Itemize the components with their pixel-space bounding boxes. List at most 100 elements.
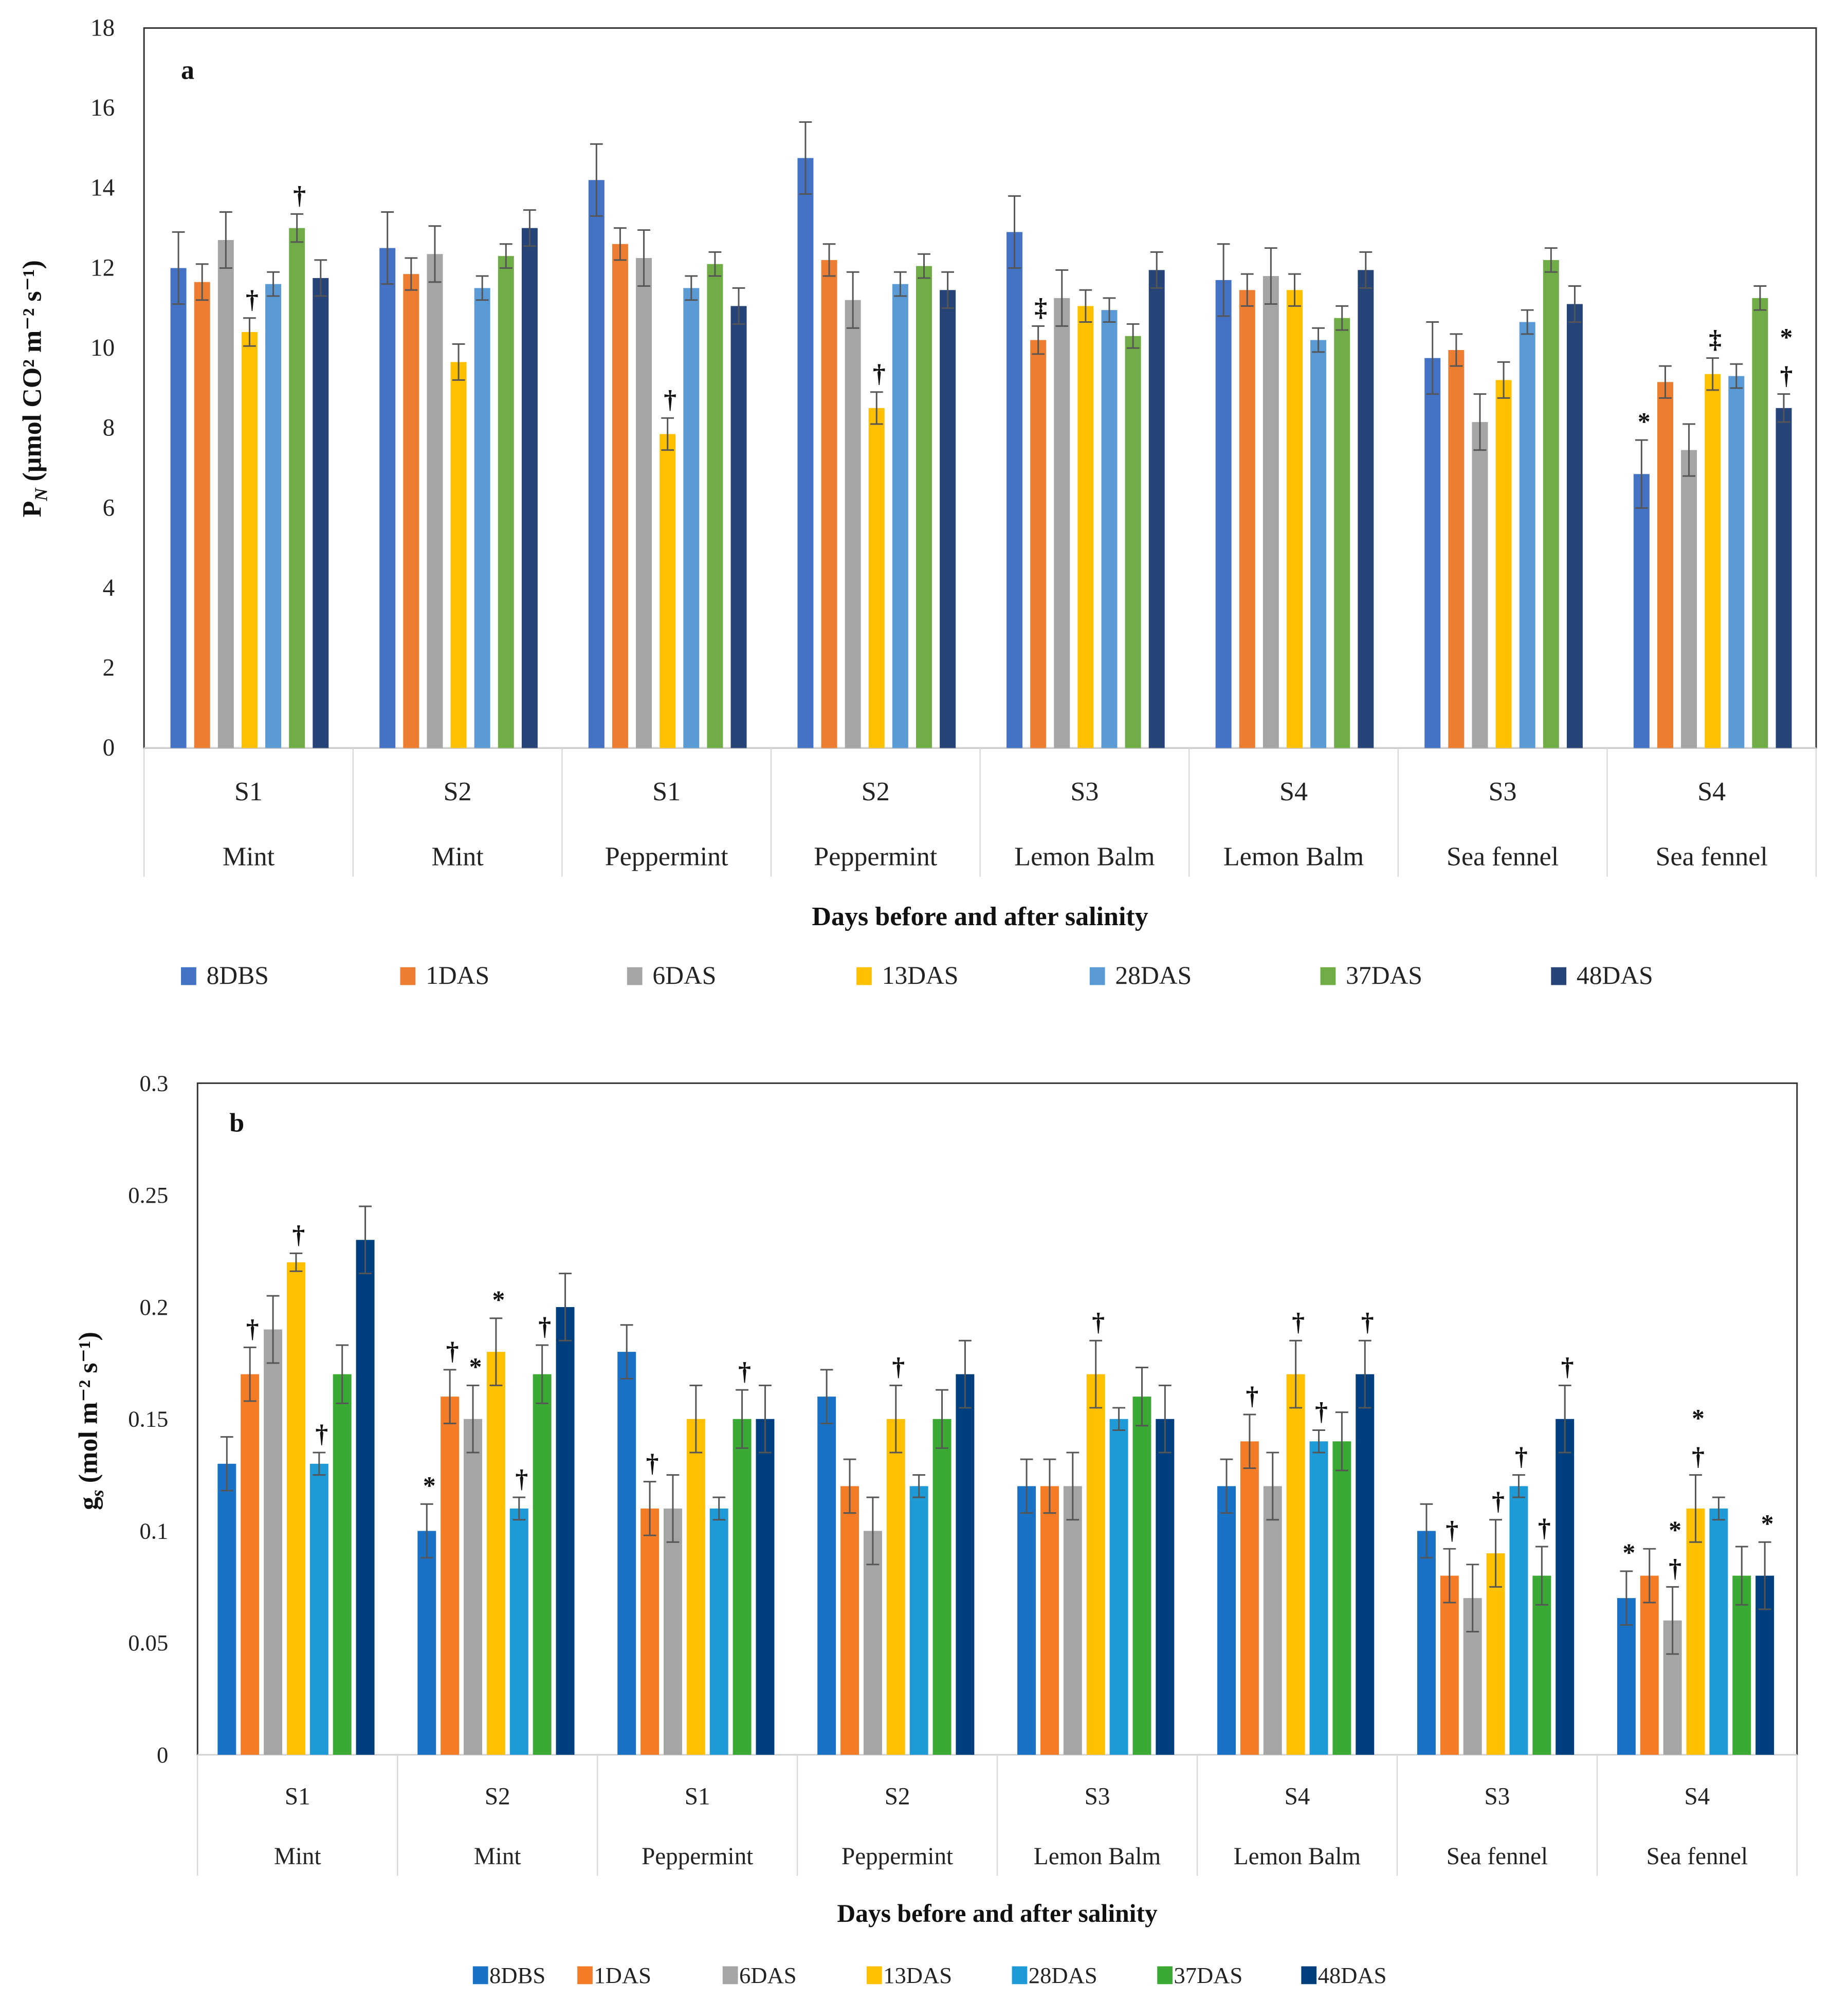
chart-a-pn: 0 2 4 6 8 10 12 14 16 18 S1 Mint S2 Mint S1 Peppermint S… — [17, 14, 1817, 989]
error-bar — [620, 1324, 633, 1380]
bar-1das-0 — [241, 1374, 260, 1755]
y-tick-label: 10 — [90, 335, 115, 361]
error-bar — [1568, 285, 1581, 323]
error-bar — [559, 1273, 572, 1342]
legend-swatch-37das — [1157, 1966, 1173, 1985]
y-axis-title-main: P — [17, 501, 47, 518]
error-bar — [1443, 1548, 1456, 1604]
bar-28das-3 — [892, 284, 908, 748]
legend-label: 6DAS — [652, 961, 716, 989]
bar-28das-6 — [1519, 322, 1535, 748]
y-axis-title: gs (mol m⁻² s⁻¹) — [74, 1332, 107, 1510]
bar-28das-0 — [309, 1463, 328, 1755]
bar-8dbs-3 — [797, 158, 814, 748]
bar-1das-5 — [1240, 1441, 1259, 1755]
category-plant-label: Peppermint — [814, 842, 937, 871]
error-bar — [912, 1474, 926, 1498]
significance-marker: † — [315, 1420, 328, 1448]
error-bar — [443, 1369, 456, 1424]
bar-28das-7 — [1709, 1508, 1728, 1755]
error-bar — [1535, 1546, 1548, 1606]
bar-1das-6 — [1440, 1575, 1459, 1755]
bar-37das-3 — [932, 1419, 952, 1755]
bar-28das-6 — [1509, 1486, 1528, 1755]
category-sub-label: S3 — [1070, 777, 1099, 806]
error-bar — [1358, 1339, 1371, 1409]
error-bar — [1243, 1413, 1256, 1470]
bar-37das-5 — [1332, 1441, 1351, 1755]
bar-1das-7 — [1640, 1575, 1659, 1755]
y-tick-label: 6 — [103, 494, 115, 521]
y-tick-label: 18 — [90, 14, 115, 41]
error-bar — [359, 1205, 372, 1275]
error-bar — [614, 227, 627, 261]
error-bar — [1706, 357, 1719, 391]
bar-48das-6 — [1556, 1419, 1575, 1755]
bar-37das-2 — [733, 1419, 752, 1755]
error-bar — [243, 1346, 257, 1402]
significance-marker: † — [538, 1312, 551, 1340]
y-tick-label: 16 — [90, 95, 115, 121]
legend-swatch-13das — [866, 1966, 882, 1985]
legend-label: 28DAS — [1029, 1962, 1097, 1988]
bar-13das-1 — [450, 362, 467, 748]
chart-b-gs: 0 0.05 0.1 0.15 0.2 0.25 0.3 S1 Mint S2 Mint S1 Pepp… — [74, 1070, 1798, 1988]
bar-1das-3 — [821, 260, 837, 748]
error-bar — [1682, 423, 1695, 477]
bar-28das-1 — [474, 288, 490, 748]
error-bar — [499, 243, 513, 269]
error-bar — [314, 259, 327, 297]
category-plant-label: Mint — [274, 1843, 321, 1870]
bar-37das-7 — [1752, 298, 1768, 748]
error-bar — [843, 1458, 856, 1514]
category-plant-label: Mint — [431, 842, 484, 871]
bar-48das-4 — [1156, 1419, 1175, 1755]
legend-swatch-48das — [1551, 967, 1567, 985]
category-sub-label: S3 — [1485, 1784, 1510, 1810]
legend-swatch-48das — [1301, 1966, 1317, 1985]
significance-marker: * — [1622, 1538, 1635, 1567]
error-bar — [1420, 1503, 1433, 1559]
panel-label: a — [181, 56, 194, 85]
y-axis-title-units: (μmol CO² m⁻² s⁻¹) — [17, 260, 47, 488]
bar-48das-1 — [556, 1307, 575, 1755]
bar-37das-6 — [1543, 260, 1559, 748]
error-bar — [267, 271, 280, 297]
bar-37das-0 — [289, 228, 305, 748]
bar-8dbs-7 — [1633, 474, 1650, 748]
legend-label: 1DAS — [594, 1962, 651, 1988]
significance-marker: † — [1561, 1353, 1574, 1381]
bar-8dbs-5 — [1215, 280, 1232, 748]
category-sub-label: S4 — [1684, 1784, 1710, 1810]
bar-6das-4 — [1063, 1486, 1082, 1755]
error-bar — [822, 243, 836, 277]
bar-8dbs-3 — [817, 1397, 836, 1755]
y-tick-label: 2 — [103, 655, 115, 682]
error-bar — [1666, 1586, 1679, 1655]
error-bar — [1264, 247, 1277, 305]
bar-28das-5 — [1310, 340, 1327, 748]
significance-marker: † — [1515, 1442, 1528, 1471]
error-bar — [1489, 1519, 1502, 1588]
error-bar — [1335, 305, 1349, 331]
y-tick-label: 0.05 — [128, 1630, 168, 1656]
bar-13das-7 — [1686, 1508, 1705, 1755]
bar-6das-5 — [1263, 1486, 1282, 1755]
bar-48das-2 — [730, 306, 747, 748]
y-tick-label: 14 — [90, 175, 115, 201]
error-bar — [1558, 1384, 1571, 1454]
y-tick-label: 0 — [157, 1742, 168, 1768]
bar-48das-0 — [356, 1240, 375, 1755]
bar-6das-5 — [1263, 276, 1279, 748]
bar-13das-5 — [1286, 290, 1303, 748]
error-bar — [1288, 273, 1301, 307]
significance-marker: † — [1292, 1308, 1305, 1336]
significance-marker: † — [292, 1221, 305, 1249]
bar-1das-5 — [1239, 290, 1255, 748]
error-bar — [1103, 297, 1116, 323]
bar-1das-2 — [612, 244, 628, 748]
legend-label: 8DBS — [207, 961, 269, 989]
error-bar — [689, 1384, 703, 1454]
y-tick-label: 12 — [90, 254, 115, 281]
error-bar — [1220, 1458, 1233, 1514]
